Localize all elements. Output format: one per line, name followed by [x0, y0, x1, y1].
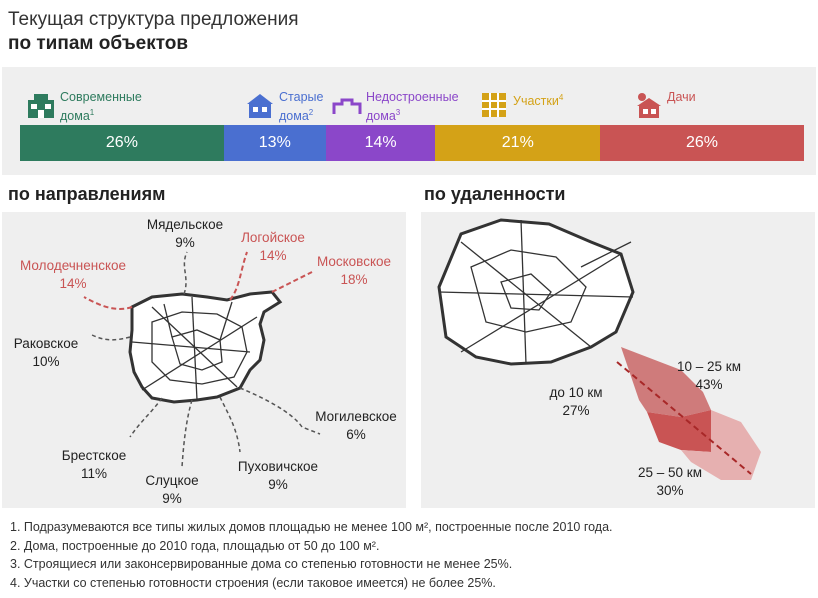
- legend-modern: Современные дома1: [26, 90, 142, 124]
- dir-mogilev: Могилевское 6%: [304, 408, 408, 444]
- distance-title: по удаленности: [424, 184, 566, 204]
- bar-segment-5: 26%: [600, 125, 804, 161]
- dist-mid-pct: 43%: [695, 377, 723, 392]
- legend-old: Старые дома2: [245, 90, 323, 124]
- old-house-icon: [247, 94, 273, 118]
- dir-puhovichi-name: Пуховичское: [237, 459, 319, 474]
- dist-near-pct: 27%: [562, 403, 590, 418]
- distance-map: [437, 218, 761, 480]
- dir-molodechno-name: Молодечненское: [19, 258, 127, 273]
- city-roads-2: [438, 219, 634, 365]
- dir-mogilev-pct: 6%: [346, 427, 366, 442]
- stacked-bar: 26% 13% 14% 21% 26%: [20, 125, 804, 161]
- dir-rakov-pct: 10%: [32, 354, 60, 369]
- bar-segment-1: 26%: [20, 125, 224, 161]
- ring-mid: [647, 410, 721, 452]
- directions-map: [83, 251, 321, 468]
- legend-modern-sup: 1: [89, 108, 95, 117]
- legend-dachas-label: Дачи: [667, 90, 696, 104]
- city-outline-2: [437, 218, 635, 366]
- direction-roads-red: [83, 251, 313, 310]
- dir-molodechno-pct: 14%: [59, 276, 87, 291]
- plot-icon: [482, 93, 506, 117]
- bar-segment-2: 13%: [223, 125, 326, 161]
- dir-logoisk-pct: 14%: [259, 248, 287, 263]
- directions-panel: [2, 212, 406, 508]
- directions-title: по направлениям: [8, 184, 166, 204]
- dist-far: 25 – 50 км 30%: [622, 464, 718, 500]
- dir-puhovichi-pct: 9%: [268, 477, 288, 492]
- dir-brest-pct: 11%: [80, 466, 108, 481]
- dir-rakov: Раковское 10%: [4, 335, 88, 371]
- dist-near: до 10 км 27%: [534, 384, 618, 420]
- bar-segment-3: 14%: [325, 125, 436, 161]
- footnote-3: 3. Строящиеся или законсервированные дом…: [10, 557, 513, 571]
- ring-far: [681, 410, 761, 480]
- legend-unfinished-label2: дома: [366, 109, 396, 124]
- dist-far-name: 25 – 50 км: [638, 465, 702, 480]
- dir-brest-name: Брестское: [61, 448, 127, 463]
- dir-brest: Брестское 11%: [50, 447, 138, 483]
- legend-unfinished-label: Недостроенные: [366, 90, 459, 104]
- dir-slutsk-pct: 9%: [162, 491, 182, 506]
- footnote-2: 2. Дома, построенные до 2010 года, площа…: [10, 538, 380, 553]
- ring-near: [621, 347, 711, 417]
- distance-panel: [421, 212, 815, 508]
- direction-roads-grey: [89, 251, 321, 468]
- legend-plots-label: Участки: [513, 94, 559, 109]
- legend-dachas: Дачи: [633, 90, 696, 120]
- dir-logoisk-name: Логойское: [241, 230, 305, 245]
- dir-puhovichi: Пуховичское 9%: [226, 458, 330, 494]
- legend-unfinished: Недостроенные дома3: [332, 90, 459, 124]
- title-line1: Текущая структура предложения: [8, 9, 299, 30]
- dist-mid-name: 10 – 25 км: [677, 359, 741, 374]
- dist-far-pct: 30%: [656, 483, 684, 498]
- dir-myadel-pct: 9%: [175, 235, 195, 250]
- bar-segment-4: 21%: [435, 125, 601, 161]
- dir-logoisk: Логойское 14%: [228, 229, 318, 265]
- legend-modern-label: Современные: [60, 90, 142, 104]
- legend-old-label2: дома: [279, 109, 309, 124]
- chart-title: Текущая структура предложения по типам о…: [8, 8, 299, 56]
- dacha-icon: [637, 93, 661, 118]
- dir-moscow: Московское 18%: [304, 253, 404, 289]
- legend-plots-sup: 4: [558, 93, 564, 102]
- dir-myadel: Мядельское 9%: [135, 216, 235, 252]
- dir-slutsk-name: Слуцкое: [145, 473, 199, 488]
- legend-modern-label2: дома: [60, 109, 90, 124]
- title-line2: по типам объектов: [8, 33, 189, 54]
- legend-old-sup: 2: [308, 108, 314, 117]
- legend-old-label: Старые: [279, 90, 324, 104]
- footnotes: 1. Подразумеваются все типы жилых домов …: [10, 518, 613, 592]
- legend-unfinished-sup: 3: [395, 108, 401, 117]
- dir-mogilev-name: Могилевское: [315, 409, 397, 424]
- dir-slutsk: Слуцкое 9%: [134, 472, 210, 508]
- modern-house-icon: [28, 94, 54, 118]
- legend-plots: Участки4: [479, 90, 563, 120]
- footnote-1: 1. Подразумеваются все типы жилых домов …: [10, 520, 613, 534]
- dist-near-name: до 10 км: [549, 385, 603, 400]
- dir-rakov-name: Раковское: [13, 336, 79, 351]
- dir-myadel-name: Мядельское: [146, 217, 224, 232]
- city-roads: [131, 296, 258, 401]
- unfinished-house-icon: [332, 98, 362, 114]
- dir-molodechno: Молодечненское 14%: [6, 257, 140, 293]
- footnote-4: 4. Участки со степенью готовности строен…: [10, 575, 496, 590]
- distance-axis: [616, 361, 752, 475]
- dist-mid: 10 – 25 км 43%: [664, 358, 754, 394]
- dir-moscow-pct: 18%: [340, 272, 368, 287]
- dir-moscow-name: Московское: [316, 254, 392, 269]
